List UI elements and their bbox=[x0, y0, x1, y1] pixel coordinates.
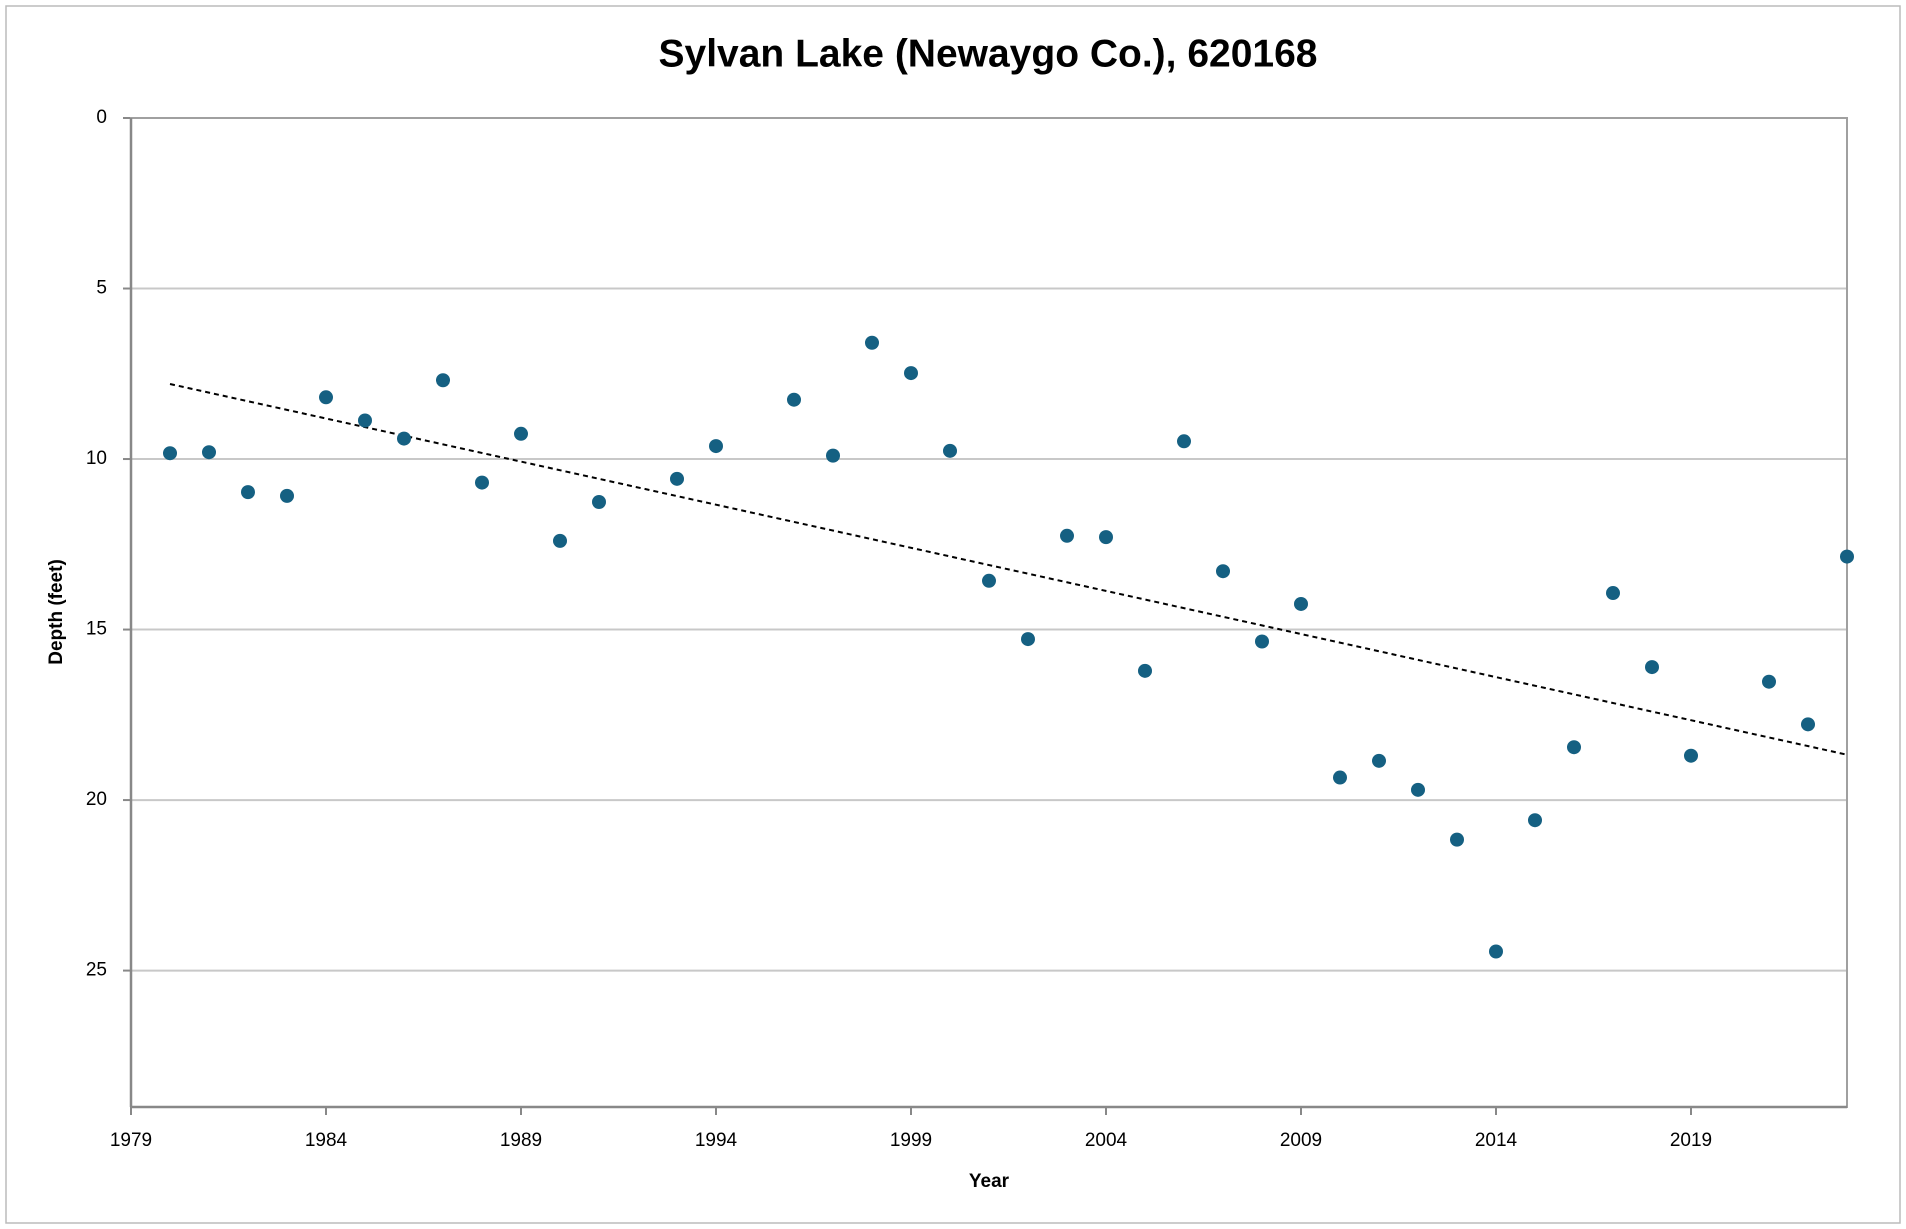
data-point bbox=[1255, 634, 1269, 649]
data-point bbox=[1684, 748, 1698, 763]
chart-border bbox=[5, 5, 1901, 1224]
data-point bbox=[1762, 674, 1776, 689]
y-axis-label: Depth (feet) bbox=[46, 559, 67, 665]
y-tick-label: 25 bbox=[86, 960, 107, 981]
data-point bbox=[865, 335, 879, 350]
data-point bbox=[358, 413, 372, 428]
x-axis-label: Year bbox=[969, 1171, 1010, 1192]
data-point bbox=[826, 448, 840, 463]
data-point bbox=[1450, 832, 1464, 847]
data-point bbox=[1567, 740, 1581, 755]
data-point bbox=[709, 439, 723, 454]
data-point bbox=[943, 443, 957, 458]
plot-border bbox=[130, 117, 1848, 1108]
data-point bbox=[1801, 717, 1815, 732]
data-point bbox=[1372, 753, 1386, 768]
data-point bbox=[1294, 596, 1308, 611]
x-tick-label: 2014 bbox=[1475, 1130, 1518, 1151]
data-point bbox=[1528, 813, 1542, 828]
x-tick-label: 1989 bbox=[500, 1130, 542, 1151]
data-point bbox=[280, 488, 294, 503]
data-point bbox=[163, 446, 177, 461]
data-point bbox=[1060, 528, 1074, 543]
data-point bbox=[1138, 663, 1152, 678]
data-point bbox=[436, 373, 450, 388]
data-point bbox=[514, 426, 528, 441]
x-tick-label: 2019 bbox=[1670, 1130, 1712, 1151]
data-point bbox=[904, 366, 918, 381]
data-point bbox=[1411, 782, 1425, 797]
x-tick-label: 1994 bbox=[695, 1130, 738, 1151]
data-point bbox=[982, 573, 996, 588]
data-point bbox=[1099, 530, 1113, 545]
data-point bbox=[241, 485, 255, 500]
x-tick-label: 2009 bbox=[1280, 1130, 1322, 1151]
data-point bbox=[1021, 632, 1035, 647]
data-point bbox=[1489, 944, 1503, 959]
data-point bbox=[1216, 564, 1230, 579]
y-tick-label: 20 bbox=[86, 789, 107, 810]
data-point bbox=[1840, 549, 1854, 564]
y-tick-label: 15 bbox=[86, 619, 107, 640]
y-tick-label: 0 bbox=[96, 107, 107, 128]
x-tick-label: 1999 bbox=[890, 1130, 932, 1151]
trendline bbox=[169, 383, 1848, 756]
x-tick-label: 2004 bbox=[1085, 1130, 1128, 1151]
data-point bbox=[1333, 770, 1347, 785]
y-tick-label: 10 bbox=[86, 448, 107, 469]
data-point bbox=[475, 475, 489, 490]
data-point bbox=[787, 392, 801, 407]
data-point bbox=[1606, 586, 1620, 601]
chart-title: Sylvan Lake (Newaygo Co.), 620168 bbox=[659, 32, 1318, 75]
data-point bbox=[397, 431, 411, 446]
data-point bbox=[553, 533, 567, 548]
x-tick-label: 1984 bbox=[305, 1130, 348, 1151]
data-point bbox=[1177, 434, 1191, 449]
data-point bbox=[592, 495, 606, 510]
data-point bbox=[670, 471, 684, 486]
x-tick-label: 1979 bbox=[110, 1130, 152, 1151]
data-point bbox=[1645, 660, 1659, 675]
y-tick-label: 5 bbox=[96, 278, 107, 299]
data-point bbox=[202, 445, 216, 460]
data-point bbox=[319, 390, 333, 405]
